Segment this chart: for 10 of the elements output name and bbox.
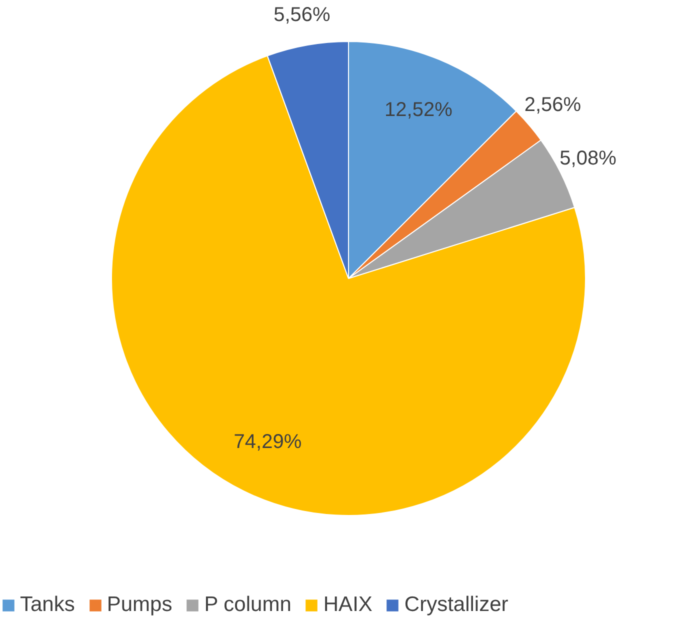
data-label: 5,56% <box>274 4 331 26</box>
legend-label: P column <box>204 593 292 617</box>
data-label: 2,56% <box>524 94 582 116</box>
data-label: 5,08% <box>560 148 617 170</box>
legend-label: Pumps <box>106 593 172 617</box>
data-label: 74,29% <box>234 431 302 454</box>
legend-label: HAIX <box>323 593 372 617</box>
legend-label: Crystallizer <box>404 593 508 617</box>
data-label: 12,52% <box>384 98 453 121</box>
legend-label: Tanks <box>20 593 75 617</box>
